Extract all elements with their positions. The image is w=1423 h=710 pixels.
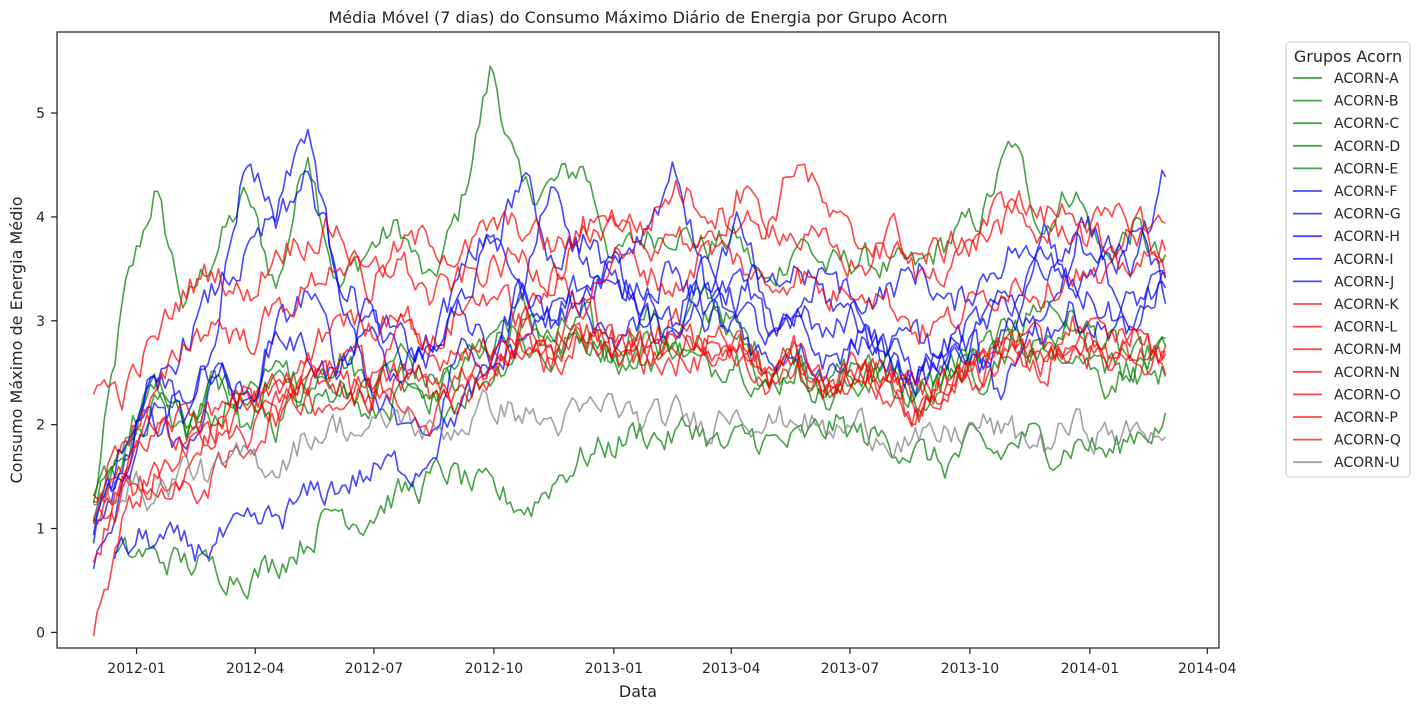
series-line-acorn-f [92, 163, 1167, 544]
legend-label: ACORN-D [1334, 139, 1400, 155]
legend-label: ACORN-M [1334, 342, 1401, 358]
x-tick-label: 2013-10 [941, 661, 1000, 677]
legend-label: ACORN-P [1334, 410, 1398, 426]
x-axis-title: Data [619, 682, 657, 701]
series-line-acorn-l [92, 185, 1167, 500]
legend-box [1285, 41, 1411, 478]
x-axis: 2012-01 2012-04 2012-07 2012-10 2013-01 2013-… [107, 648, 1237, 677]
y-tick-label: 0 [36, 625, 45, 641]
x-tick-label: 2012-04 [226, 661, 285, 677]
y-tick-label: 3 [36, 314, 45, 330]
series-layer [92, 65, 1167, 637]
legend-label: ACORN-Q [1334, 433, 1401, 449]
plot-frame [56, 31, 1220, 649]
legend-label: ACORN-U [1334, 455, 1400, 471]
series-line-acorn-k [92, 163, 1166, 411]
series-line-acorn-d [92, 306, 1167, 497]
x-tick-label: 2013-04 [702, 661, 761, 677]
x-tick-label: 2012-01 [107, 661, 166, 677]
series-line-acorn-a [92, 65, 1167, 504]
legend-label: ACORN-E [1334, 161, 1398, 177]
legend-label: ACORN-N [1334, 365, 1400, 381]
series-line-acorn-q [93, 322, 1167, 506]
legend-title: Grupos Acorn [1294, 47, 1402, 66]
legend-items: ACORN-A ACORN-B ACORN-C ACORN-D ACORN-E ACORN… [1293, 71, 1401, 471]
series-line-acorn-e [113, 412, 1167, 600]
series-line-acorn-p [92, 325, 1167, 523]
legend-label: ACORN-I [1334, 252, 1394, 268]
legend-label: ACORN-F [1334, 184, 1397, 200]
legend-label: ACORN-G [1334, 207, 1401, 223]
y-axis-title: Consumo Máximo de Energia Médio [7, 196, 26, 483]
series-line-acorn-u [92, 388, 1167, 519]
legend-label: ACORN-H [1334, 229, 1400, 245]
x-tick-label: 2012-07 [345, 661, 404, 677]
series-line-acorn-j [92, 128, 1167, 536]
x-tick-label: 2013-07 [821, 661, 880, 677]
legend-label: ACORN-O [1334, 387, 1401, 403]
legend-label: ACORN-C [1334, 116, 1399, 132]
legend-label: ACORN-L [1334, 320, 1397, 336]
y-axis: 0 1 2 3 4 5 [36, 106, 57, 641]
y-tick-label: 5 [36, 106, 45, 122]
y-tick-label: 2 [36, 418, 45, 434]
series-line-acorn-c [93, 319, 1167, 503]
x-tick-label: 2013-01 [585, 661, 644, 677]
legend-label: ACORN-K [1334, 297, 1399, 313]
series-line-acorn-m [93, 239, 1167, 526]
x-tick-label: 2014-04 [1178, 661, 1237, 677]
x-tick-label: 2012-10 [465, 661, 524, 677]
y-tick-label: 4 [36, 210, 45, 226]
legend: Grupos Acorn ACORN-AACORN-BACORN-CACORN-… [1285, 41, 1411, 478]
series-line-acorn-h [92, 186, 1167, 522]
legend-label: ACORN-A [1334, 71, 1399, 87]
x-tick-label: 2014-01 [1061, 661, 1120, 677]
series-line-acorn-o [92, 323, 1167, 637]
chart-title: Média Móvel (7 dias) do Consumo Máximo D… [328, 8, 947, 27]
legend-label: ACORN-J [1334, 274, 1394, 290]
y-tick-label: 1 [36, 522, 45, 538]
legend-label: ACORN-B [1334, 94, 1398, 110]
